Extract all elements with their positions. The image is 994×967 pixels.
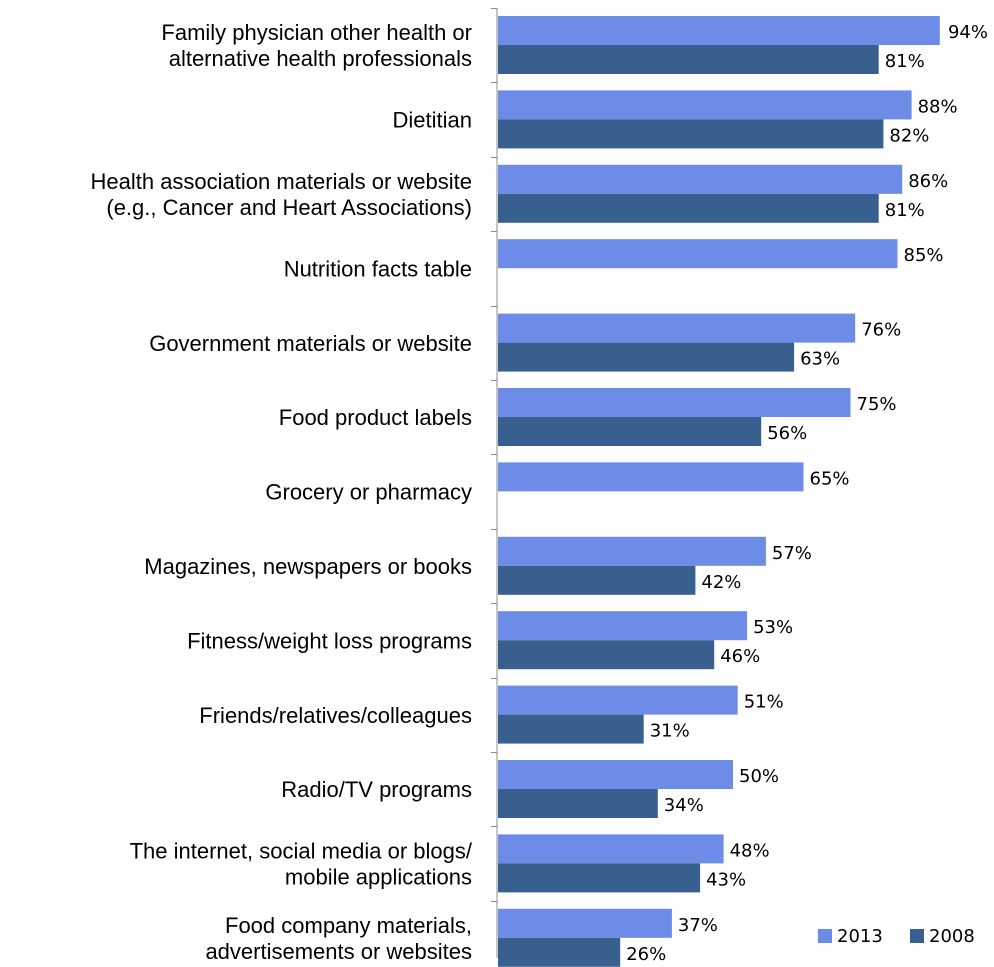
value-label: 56% [767, 423, 807, 444]
bar-2008-9 [498, 714, 644, 744]
category-label: The internet, social media or blogs/ [130, 839, 473, 864]
bar-2013-8 [498, 611, 748, 641]
category-label: Food company materials, [225, 913, 472, 938]
bar-2008-8 [498, 640, 715, 670]
value-label: 26% [626, 944, 666, 965]
category-label: Dietitian [393, 108, 472, 133]
value-label: 37% [678, 915, 718, 936]
value-label: 81% [885, 51, 925, 72]
bar-2013-7 [498, 536, 766, 566]
bar-2008-11 [498, 863, 701, 893]
bar-2013-1 [498, 90, 912, 120]
value-label: 53% [753, 617, 793, 638]
value-label: 34% [664, 795, 704, 816]
value-label: 82% [889, 125, 929, 146]
bar-2013-10 [498, 760, 733, 789]
category-labels: Family physician other health oralternat… [90, 20, 472, 964]
value-label: 51% [744, 692, 784, 713]
category-label: Radio/TV programs [281, 777, 472, 802]
bar-2013-0 [498, 16, 940, 45]
bar-2013-3 [498, 239, 898, 269]
category-label: Magazines, newspapers or books [144, 554, 472, 579]
bar-2013-11 [498, 834, 724, 864]
category-label: Fitness/weight loss programs [187, 628, 472, 653]
legend-label-2008: 2008 [929, 926, 975, 947]
bars-layer [498, 16, 940, 967]
category-label: (e.g., Cancer and Heart Associations) [106, 195, 472, 220]
category-label: Grocery or pharmacy [265, 480, 472, 505]
bar-2008-2 [498, 193, 879, 223]
bar-2013-9 [498, 685, 738, 715]
legend: 2013 2008 [818, 926, 975, 947]
legend-swatch-2008 [910, 929, 924, 943]
value-label: 81% [885, 200, 925, 221]
value-label: 57% [772, 543, 812, 564]
bar-2008-12 [498, 937, 621, 967]
category-label: Nutrition facts table [284, 256, 472, 281]
category-label: Food product labels [279, 405, 472, 430]
category-label: Health association materials or website [90, 169, 472, 194]
legend-label-2013: 2013 [837, 926, 883, 947]
bar-2008-1 [498, 119, 884, 149]
bar-2013-2 [498, 164, 903, 194]
category-label: mobile applications [285, 865, 472, 890]
value-label: 48% [730, 840, 770, 861]
category-label: Family physician other health or [161, 20, 472, 45]
bar-2013-6 [498, 462, 804, 492]
value-label: 76% [861, 320, 901, 341]
bar-2013-5 [498, 388, 851, 417]
category-label: Government materials or website [149, 331, 472, 356]
value-label: 75% [857, 394, 897, 415]
value-label: 88% [918, 96, 958, 117]
value-label: 65% [810, 468, 850, 489]
value-label: 63% [800, 349, 840, 370]
bar-2008-5 [498, 417, 762, 446]
category-label: advertisements or websites [205, 939, 472, 964]
value-label: 43% [706, 869, 746, 890]
value-label: 31% [650, 721, 690, 742]
bar-2008-0 [498, 45, 879, 74]
bar-2008-4 [498, 342, 795, 372]
bar-2008-10 [498, 789, 658, 818]
bar-2013-12 [498, 908, 672, 938]
legend-swatch-2013 [818, 929, 832, 943]
value-label: 94% [948, 22, 988, 43]
value-label: 85% [904, 245, 944, 266]
value-label: 50% [739, 766, 779, 787]
value-label: 86% [908, 171, 948, 192]
value-label: 42% [701, 572, 741, 593]
category-label: Friends/relatives/colleagues [199, 703, 472, 728]
value-labels: 94% 81% 88% 82% 86% 81% 85% 76% 63% 75% 56% 65% 57% 4… [626, 22, 988, 965]
category-axis [491, 8, 498, 958]
value-label: 46% [720, 646, 760, 667]
bar-2013-4 [498, 313, 856, 343]
bar-2008-7 [498, 565, 696, 595]
category-label: alternative health professionals [169, 46, 472, 71]
